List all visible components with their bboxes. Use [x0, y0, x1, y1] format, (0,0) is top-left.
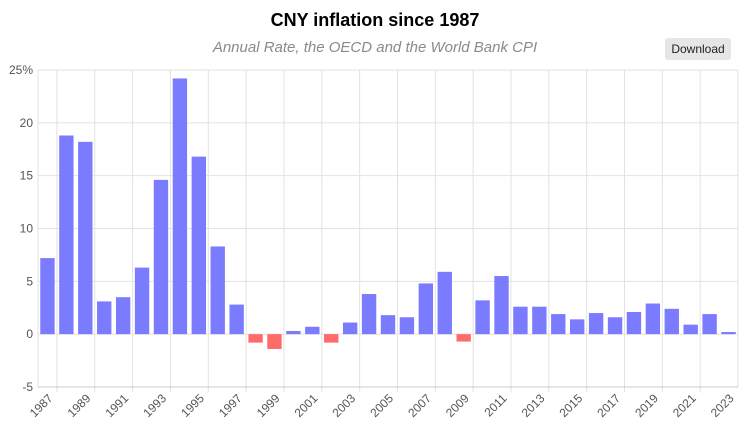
x-tick-label: 2015 [557, 391, 586, 420]
x-tick-label: 2019 [632, 391, 661, 420]
bar-2016[interactable] [588, 313, 604, 335]
bar-2005[interactable] [380, 315, 396, 335]
bar-1990[interactable] [97, 301, 112, 335]
x-tick-label: 1997 [216, 391, 245, 420]
bar-1998[interactable] [248, 334, 263, 343]
x-tick-label: 2007 [405, 391, 434, 420]
bar-2017[interactable] [607, 317, 623, 335]
bar-2011[interactable] [494, 276, 509, 335]
bar-2020[interactable] [664, 308, 679, 335]
bar-1995[interactable] [191, 156, 206, 335]
bar-1993[interactable] [153, 179, 169, 335]
bar-2002[interactable] [324, 334, 339, 343]
bar-2012[interactable] [513, 306, 528, 335]
x-tick-label: 1991 [102, 391, 131, 420]
bar-1994[interactable] [172, 78, 188, 335]
bar-2008[interactable] [437, 271, 452, 335]
bar-1999[interactable] [267, 334, 282, 349]
x-tick-label: 2011 [481, 391, 509, 419]
bar-2019[interactable] [645, 303, 661, 335]
y-axis-ticks: -5 0 5 10 15 20 25% [9, 63, 33, 394]
vertical-gridlines [37, 70, 739, 392]
x-tick-label: 2003 [330, 391, 359, 420]
x-tick-label: 2005 [367, 391, 396, 420]
bars [40, 78, 736, 349]
bar-2004[interactable] [361, 294, 377, 335]
x-tick-label: 1987 [27, 391, 56, 420]
bar-2023[interactable] [721, 332, 736, 335]
x-axis-ticks: 1987 1989 1991 1993 1995 1997 1999 2001 2003 2005… [27, 391, 737, 420]
bar-2001[interactable] [305, 326, 320, 335]
y-tick-label: 25% [9, 63, 33, 77]
y-tick-label: 15 [20, 169, 34, 183]
bar-2007[interactable] [418, 283, 434, 335]
chart-subtitle: Annual Rate, the OECD and the World Bank… [212, 39, 538, 56]
x-tick-label: 2023 [708, 391, 737, 420]
bar-1989[interactable] [78, 141, 93, 335]
x-tick-label: 2013 [519, 391, 548, 420]
y-tick-label: 10 [20, 222, 34, 236]
download-button[interactable]: Download [665, 38, 731, 60]
bar-1988[interactable] [59, 135, 74, 335]
bar-2014[interactable] [551, 314, 566, 335]
y-tick-label: 20 [20, 116, 34, 130]
y-tick-label: -5 [22, 380, 33, 394]
x-tick-label: 2021 [670, 391, 699, 420]
bar-2021[interactable] [683, 324, 698, 335]
bar-2022[interactable] [702, 314, 717, 335]
x-tick-label: 2009 [443, 391, 472, 420]
x-tick-label: 1989 [65, 391, 94, 420]
y-tick-label: 0 [26, 327, 33, 341]
bar-2015[interactable] [570, 319, 585, 335]
x-tick-label: 2001 [292, 391, 321, 420]
bar-2010[interactable] [475, 300, 490, 335]
bar-2018[interactable] [626, 311, 642, 335]
bar-1987[interactable] [40, 258, 55, 335]
chart-title: CNY inflation since 1987 [270, 10, 480, 30]
bar-2013[interactable] [532, 306, 547, 335]
bar-2003[interactable] [342, 322, 358, 335]
x-tick-label: 1993 [140, 391, 169, 420]
bar-2006[interactable] [399, 317, 415, 335]
bar-1997[interactable] [229, 304, 244, 335]
bar-2009[interactable] [456, 334, 471, 342]
bar-2000[interactable] [286, 330, 301, 335]
bar-1996[interactable] [210, 246, 225, 335]
bar-1991[interactable] [115, 297, 131, 335]
x-tick-label: 1995 [178, 391, 207, 420]
y-tick-label: 5 [26, 274, 33, 288]
x-tick-label: 2017 [594, 391, 623, 420]
bar-1992[interactable] [134, 267, 150, 335]
x-tick-label: 1999 [254, 391, 283, 420]
horizontal-gridlines [38, 69, 738, 388]
